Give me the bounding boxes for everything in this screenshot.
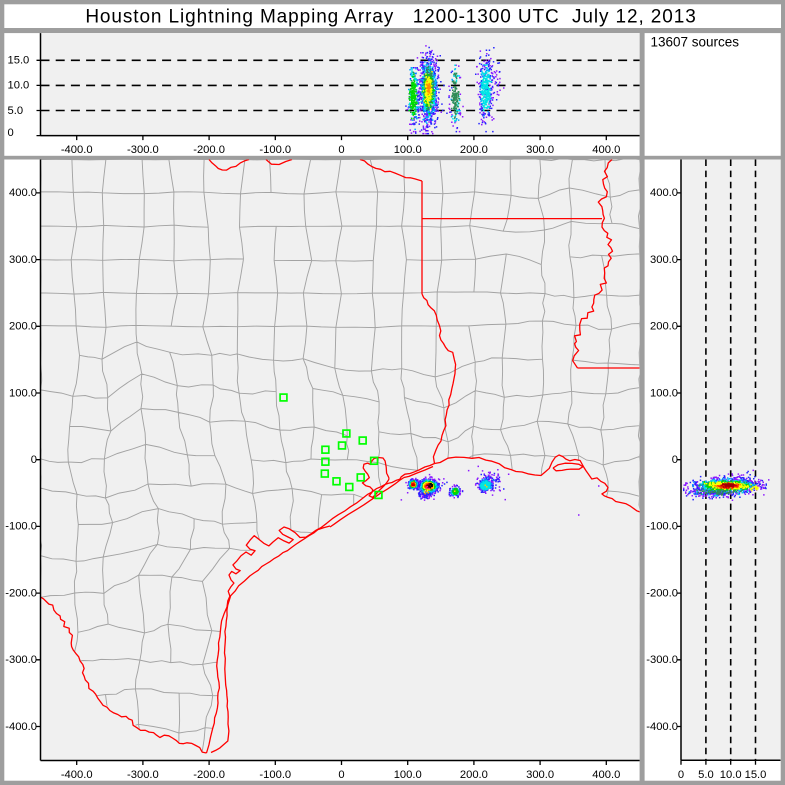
svg-text:-300.0: -300.0 bbox=[127, 769, 159, 781]
svg-text:100.0: 100.0 bbox=[9, 387, 37, 399]
svg-text:-400.0: -400.0 bbox=[61, 769, 93, 781]
svg-text:300.0: 300.0 bbox=[650, 254, 678, 266]
svg-text:100.0: 100.0 bbox=[650, 387, 678, 399]
svg-text:10.0: 10.0 bbox=[8, 80, 30, 92]
svg-text:-200.0: -200.0 bbox=[5, 587, 37, 599]
svg-text:100.0: 100.0 bbox=[394, 769, 422, 781]
svg-text:200.0: 200.0 bbox=[9, 321, 37, 333]
svg-text:-300.0: -300.0 bbox=[5, 654, 37, 666]
svg-text:200.0: 200.0 bbox=[460, 144, 488, 156]
svg-text:0: 0 bbox=[672, 454, 678, 466]
svg-text:-200.0: -200.0 bbox=[193, 144, 225, 156]
svg-text:0: 0 bbox=[678, 769, 684, 781]
svg-text:400.0: 400.0 bbox=[650, 187, 678, 199]
svg-text:-200.0: -200.0 bbox=[646, 587, 678, 599]
svg-text:-400.0: -400.0 bbox=[646, 721, 678, 733]
svg-text:0: 0 bbox=[338, 144, 344, 156]
svg-text:200.0: 200.0 bbox=[460, 769, 488, 781]
svg-text:200.0: 200.0 bbox=[650, 321, 678, 333]
svg-text:15.0: 15.0 bbox=[8, 55, 30, 67]
svg-text:300.0: 300.0 bbox=[526, 769, 554, 781]
svg-text:-200.0: -200.0 bbox=[193, 769, 225, 781]
svg-text:400.0: 400.0 bbox=[592, 144, 620, 156]
svg-text:-100.0: -100.0 bbox=[646, 521, 678, 533]
svg-text:-100.0: -100.0 bbox=[259, 769, 291, 781]
svg-text:100.0: 100.0 bbox=[394, 144, 422, 156]
svg-text:15.0: 15.0 bbox=[745, 769, 767, 781]
svg-text:400.0: 400.0 bbox=[9, 187, 37, 199]
svg-text:Houston Lightning Mapping Arra: Houston Lightning Mapping Array 1200-130… bbox=[85, 7, 696, 28]
svg-text:10.0: 10.0 bbox=[720, 769, 742, 781]
svg-text:0: 0 bbox=[31, 454, 37, 466]
svg-text:300.0: 300.0 bbox=[526, 144, 554, 156]
svg-text:-300.0: -300.0 bbox=[127, 144, 159, 156]
svg-text:5.0: 5.0 bbox=[8, 105, 24, 117]
svg-text:-100.0: -100.0 bbox=[5, 521, 37, 533]
svg-text:13607 sources: 13607 sources bbox=[651, 35, 740, 50]
svg-text:400.0: 400.0 bbox=[592, 769, 620, 781]
svg-text:300.0: 300.0 bbox=[9, 254, 37, 266]
svg-text:-300.0: -300.0 bbox=[646, 654, 678, 666]
svg-text:0: 0 bbox=[338, 769, 344, 781]
svg-text:-400.0: -400.0 bbox=[61, 144, 93, 156]
svg-text:-100.0: -100.0 bbox=[259, 144, 291, 156]
svg-text:0: 0 bbox=[8, 127, 14, 139]
svg-text:-400.0: -400.0 bbox=[5, 721, 37, 733]
svg-text:5.0: 5.0 bbox=[698, 769, 714, 781]
